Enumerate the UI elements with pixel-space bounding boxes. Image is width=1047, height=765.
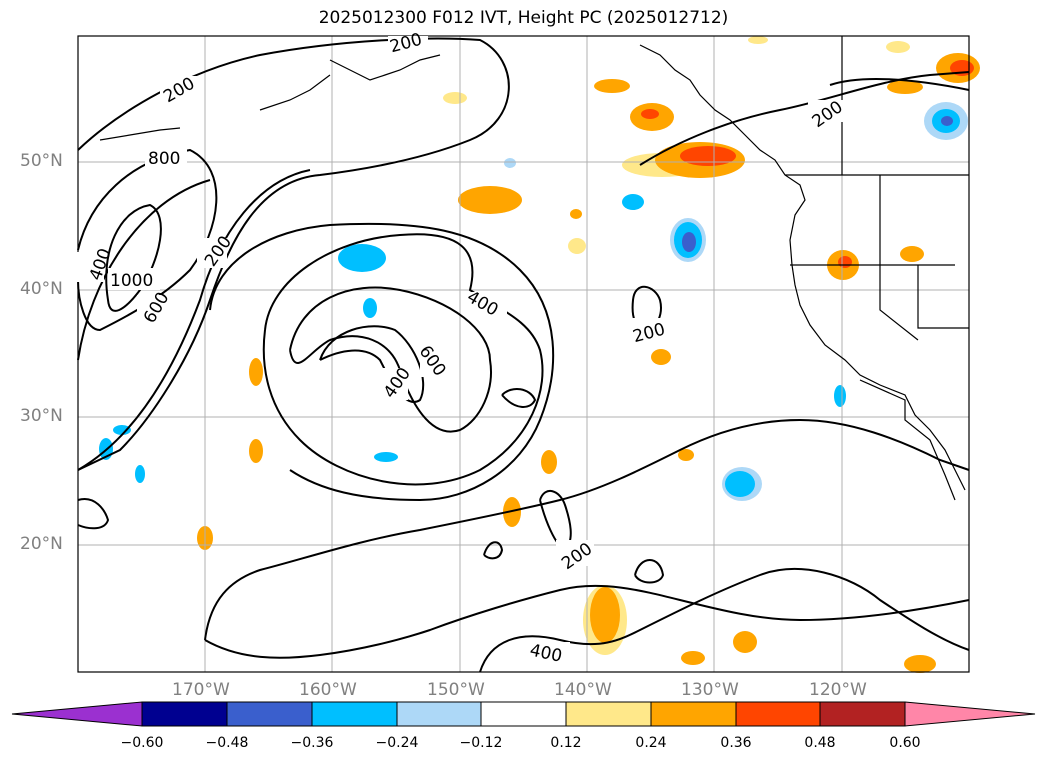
lon-label: 130°W xyxy=(681,680,739,700)
colorbar-tick: 0.36 xyxy=(720,735,752,751)
colorbar-tick: −0.60 xyxy=(120,735,164,751)
plot-frame xyxy=(77,35,970,673)
lon-label: 160°W xyxy=(299,680,357,700)
colorbar-tick: 0.60 xyxy=(889,735,921,751)
colorbar-tick: −0.36 xyxy=(290,735,334,751)
lon-label: 140°W xyxy=(554,680,612,700)
lat-label: 40°N xyxy=(20,279,63,299)
colorbar-tick: 0.24 xyxy=(635,735,667,751)
contour-label: 1000 xyxy=(110,271,153,291)
colorbar-tick: 0.12 xyxy=(550,735,582,751)
lat-label: 20°N xyxy=(20,534,63,554)
colorbar-tick: −0.48 xyxy=(205,735,249,751)
lat-label: 30°N xyxy=(20,406,63,426)
ivt-shading xyxy=(99,36,980,673)
lon-label: 150°W xyxy=(427,680,485,700)
lon-label: 170°W xyxy=(172,680,230,700)
colorbar-tick: 0.48 xyxy=(804,735,836,751)
lon-label: 120°W xyxy=(809,680,867,700)
contour-labels: 200 200 800 400 1000 600 200 400 600 400… xyxy=(76,30,848,667)
lat-label: 50°N xyxy=(20,151,63,171)
map-title: 2025012300 F012 IVT, Height PC (20250127… xyxy=(318,8,729,28)
plot-area xyxy=(78,36,969,672)
contour-label: 800 xyxy=(148,149,180,169)
colorbar xyxy=(11,701,1036,727)
colorbar-tick: −0.24 xyxy=(375,735,419,751)
coastlines xyxy=(99,36,969,501)
colorbar-tick: −0.12 xyxy=(459,735,503,751)
graticule xyxy=(78,36,969,672)
